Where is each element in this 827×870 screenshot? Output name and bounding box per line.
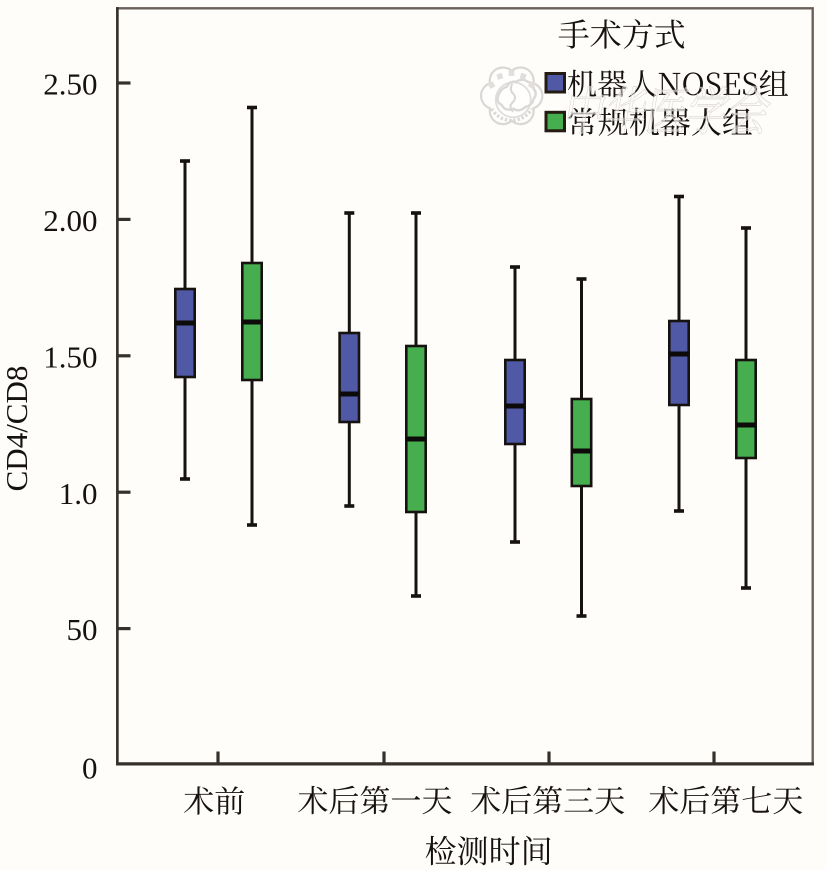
- svg-text:2.00: 2.00: [43, 203, 97, 238]
- svg-text:1.50: 1.50: [43, 339, 97, 374]
- svg-text:2.50: 2.50: [43, 67, 97, 102]
- svg-text:1.0: 1.0: [59, 476, 98, 511]
- svg-text:50: 50: [67, 612, 98, 647]
- svg-text:0: 0: [82, 751, 98, 786]
- svg-text:CD4/CD8: CD4/CD8: [0, 366, 34, 492]
